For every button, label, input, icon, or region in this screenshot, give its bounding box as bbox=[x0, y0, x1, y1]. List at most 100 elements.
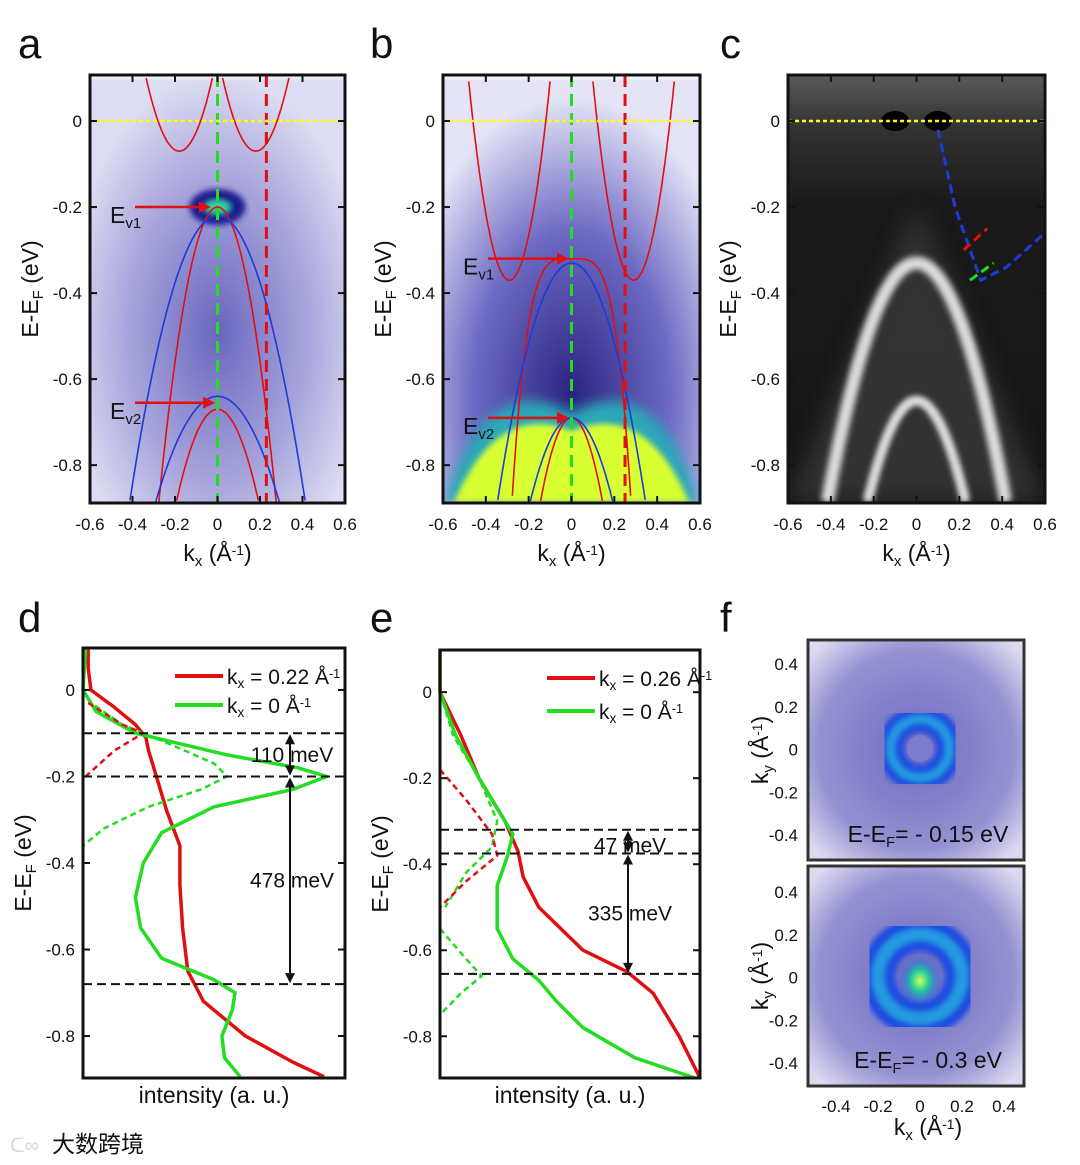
y-axis-label-part: -1 bbox=[750, 724, 765, 736]
y-axis-label: E-EF (eV) bbox=[17, 240, 47, 337]
y-axis-label-part: (eV) bbox=[715, 240, 741, 290]
y-axis-label-part: (eV) bbox=[10, 814, 36, 864]
x-tick-label: 0.6 bbox=[1033, 515, 1057, 534]
y-axis-label-part: ) bbox=[747, 942, 773, 950]
energy-label-part: E-E bbox=[854, 1047, 892, 1073]
plot-frame bbox=[786, 73, 1047, 505]
x-axis-label-part: x bbox=[549, 553, 557, 570]
legend-label-part: k bbox=[227, 695, 238, 718]
band-red-hole bbox=[511, 257, 632, 496]
gap-arrowhead bbox=[285, 765, 295, 776]
background-texture bbox=[788, 207, 1045, 503]
y-tick-label: -0.8 bbox=[403, 1027, 432, 1046]
y-axis-label-part: E-E bbox=[715, 299, 741, 337]
x-axis-label-part: ) bbox=[598, 540, 606, 566]
x-tick-label: -0.6 bbox=[75, 515, 104, 534]
annotation-label-part: v2 bbox=[125, 410, 141, 427]
x-tick-label: 0.4 bbox=[990, 515, 1014, 534]
y-axis-label-part: F bbox=[383, 290, 400, 299]
gap-arrowhead bbox=[285, 973, 295, 984]
plot-frame bbox=[441, 73, 702, 505]
y-tick-label: -0.2 bbox=[46, 767, 75, 786]
energy-label: E-EF= - 0.3 eV bbox=[854, 1047, 1002, 1077]
fermi-ring-core bbox=[871, 927, 969, 1026]
y-tick-label: -0.4 bbox=[403, 855, 432, 874]
bright-band-core bbox=[865, 398, 968, 502]
y-axis-label: E-EF (eV) bbox=[10, 814, 40, 911]
x-axis-label-part: x bbox=[195, 553, 203, 570]
panel-letter-f: f bbox=[720, 594, 732, 641]
y-axis-label-part: (eV) bbox=[17, 240, 43, 290]
y-axis-label-part: F bbox=[23, 864, 40, 873]
energy-label-part: F bbox=[892, 1060, 901, 1077]
y-axis-label-part: (Å bbox=[746, 961, 773, 991]
edc-curve-red-solid bbox=[86, 648, 325, 1079]
edc-curve-green-dashed bbox=[439, 927, 483, 1016]
gap-label: 110 meV bbox=[251, 744, 334, 767]
x-tick-label: 0.4 bbox=[645, 515, 669, 534]
annotation-label-part: v1 bbox=[478, 266, 494, 283]
x-axis-label-part: -1 bbox=[942, 1117, 954, 1132]
y-tick-label: -0.4 bbox=[769, 826, 798, 845]
x-axis-label-part: (Å bbox=[901, 539, 931, 566]
x-axis-label-part: ) bbox=[943, 540, 951, 566]
panel-letter-a: a bbox=[18, 20, 42, 67]
y-axis-label-part: F bbox=[30, 290, 47, 299]
panel-letter-b: b bbox=[370, 20, 393, 67]
y-tick-label: -0.2 bbox=[769, 783, 798, 802]
y-tick-label: 0 bbox=[66, 681, 75, 700]
band-red-electron bbox=[592, 81, 676, 281]
x-axis-label-part: (Å bbox=[556, 539, 586, 566]
edc-curve-red-dashed bbox=[439, 768, 499, 909]
x-tick-label: -0.6 bbox=[773, 515, 802, 534]
legend-label-part: = 0 Å bbox=[616, 701, 671, 724]
annotation-label-part: v1 bbox=[125, 215, 141, 232]
watermark-logo: ᑕ∞ bbox=[10, 1135, 39, 1157]
second-derivative-map bbox=[788, 75, 1045, 503]
y-axis-label-part: (eV) bbox=[367, 815, 393, 865]
y-tick-label: -0.2 bbox=[406, 198, 435, 217]
y-axis-label-part: k bbox=[747, 772, 773, 784]
x-tick-label: 0.6 bbox=[333, 515, 357, 534]
fermi-ring-core bbox=[885, 714, 955, 783]
gap-arrowhead bbox=[623, 854, 633, 865]
gap-arrowhead bbox=[623, 830, 633, 841]
edc-curve-red-dashed bbox=[84, 701, 145, 778]
band-red-electron bbox=[145, 77, 214, 152]
band-red-electron bbox=[467, 81, 551, 281]
legend-label-part: = 0.26 Å bbox=[616, 668, 701, 691]
annotation-label: Ev2 bbox=[110, 398, 141, 428]
legend-label-part: k bbox=[599, 668, 610, 691]
x-axis-label-part: -1 bbox=[232, 543, 244, 558]
edc-curve-green-dashed bbox=[438, 691, 499, 908]
annotation-arrowhead bbox=[203, 396, 216, 409]
x-tick-label: 0.4 bbox=[291, 515, 315, 534]
x-tick-label: 0 bbox=[915, 1097, 924, 1116]
center-spot bbox=[898, 954, 942, 1007]
y-axis-label-part: F bbox=[380, 865, 397, 874]
y-axis-label-part: E-E bbox=[17, 299, 43, 337]
x-axis-label-part: -1 bbox=[931, 543, 943, 558]
x-tick-label: 0.2 bbox=[950, 1097, 974, 1116]
y-tick-label: -0.6 bbox=[406, 370, 435, 389]
y-axis-label: E-EF (eV) bbox=[370, 240, 400, 337]
y-tick-label: -0.8 bbox=[53, 456, 82, 475]
x-axis-label: intensity (a. u.) bbox=[139, 1082, 290, 1108]
y-tick-label: 0 bbox=[73, 112, 82, 131]
band-blue-hole bbox=[497, 262, 646, 500]
x-tick-label: -0.4 bbox=[118, 515, 147, 534]
y-axis-label-part: y bbox=[760, 991, 777, 999]
legend-label-part: x bbox=[610, 711, 617, 726]
x-tick-label: 0.4 bbox=[992, 1097, 1016, 1116]
y-axis-label-part: E-E bbox=[10, 873, 36, 911]
plot-frame bbox=[88, 73, 347, 505]
y-axis-label-part: y bbox=[760, 765, 777, 773]
legend-label: kx = 0.22 Å-1 bbox=[227, 666, 340, 691]
map-frame bbox=[806, 638, 1026, 862]
x-axis-label: intensity (a. u.) bbox=[495, 1082, 646, 1108]
y-tick-label: -0.2 bbox=[751, 198, 780, 217]
legend-label-part: = 0 Å bbox=[244, 695, 299, 718]
panel-letter-e: e bbox=[370, 594, 393, 641]
y-tick-label: -0.2 bbox=[403, 769, 432, 788]
x-axis-label-part: k bbox=[537, 540, 549, 566]
